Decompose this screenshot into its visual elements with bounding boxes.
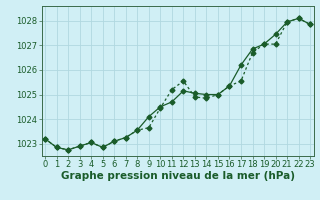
X-axis label: Graphe pression niveau de la mer (hPa): Graphe pression niveau de la mer (hPa) (60, 171, 295, 181)
